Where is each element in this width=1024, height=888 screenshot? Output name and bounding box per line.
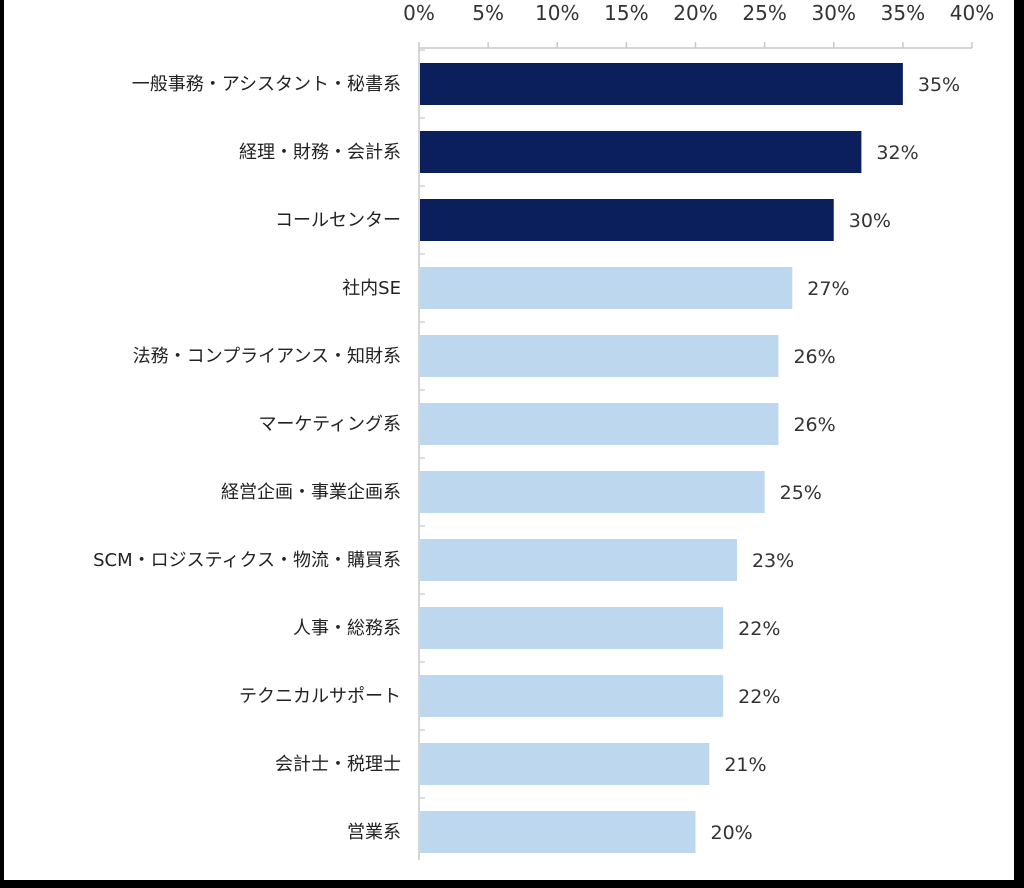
value-label: 27% <box>807 278 849 300</box>
bar <box>420 335 779 377</box>
value-label: 32% <box>876 142 918 164</box>
bar <box>420 607 724 649</box>
category-label: 法務・コンプライアンス・知財系 <box>133 346 401 367</box>
value-label: 23% <box>752 550 794 572</box>
bar <box>420 471 765 513</box>
x-tick-label: 25% <box>742 1 786 25</box>
axis-layer <box>418 42 973 860</box>
value-labels: 35% 32% 30% 27% 26% 26% 25% 23% 22% 22% 21% 20% <box>711 74 961 844</box>
x-tick-label: 0% <box>403 1 435 25</box>
x-tick-label: 5% <box>472 1 504 25</box>
bar <box>420 131 862 173</box>
value-label: 22% <box>738 618 780 640</box>
category-label: マーケティング系 <box>258 414 401 435</box>
x-tick-labels: 0% 5% 10% 15% 20% 25% 30% 35% 40% <box>403 1 994 25</box>
bar-chart: 0% 5% 10% 15% 20% 25% 30% 35% 40% 一般事務・アシスタント・秘書… <box>93 1 994 860</box>
value-label: 20% <box>711 822 753 844</box>
category-label: 一般事務・アシスタント・秘書系 <box>132 74 401 95</box>
category-label: SCM・ロジスティクス・物流・購買系 <box>93 550 401 571</box>
value-label: 35% <box>918 74 960 96</box>
category-label: コールセンター <box>275 210 401 231</box>
bar <box>420 63 903 105</box>
bar <box>420 743 710 785</box>
bar <box>420 403 779 445</box>
x-tick-label: 35% <box>881 1 925 25</box>
bar <box>420 811 696 853</box>
x-tick-label: 10% <box>535 1 579 25</box>
bar <box>420 267 793 309</box>
category-label: 経理・財務・会計系 <box>239 142 401 163</box>
x-tick-label: 30% <box>812 1 856 25</box>
bar <box>420 199 834 241</box>
value-label: 26% <box>793 346 835 368</box>
value-label: 21% <box>724 754 766 776</box>
category-label: 会計士・税理士 <box>275 754 401 775</box>
value-label: 26% <box>793 414 835 436</box>
bar <box>420 539 737 581</box>
x-tick-label: 20% <box>673 1 717 25</box>
category-label: 人事・総務系 <box>293 618 401 639</box>
bar <box>420 675 724 717</box>
chart-panel: 0% 5% 10% 15% 20% 25% 30% 35% 40% 一般事務・アシスタント・秘書… <box>4 0 1014 880</box>
category-label: 経営企画・事業企画系 <box>221 482 401 503</box>
value-label: 30% <box>849 210 891 232</box>
x-tick-label: 15% <box>604 1 648 25</box>
category-label: 社内SE <box>342 278 401 299</box>
value-label: 25% <box>780 482 822 504</box>
value-label: 22% <box>738 686 780 708</box>
x-tick-label: 40% <box>950 1 994 25</box>
category-label: 営業系 <box>347 822 401 843</box>
category-label: テクニカルサポート <box>239 686 401 707</box>
bars <box>420 63 903 853</box>
